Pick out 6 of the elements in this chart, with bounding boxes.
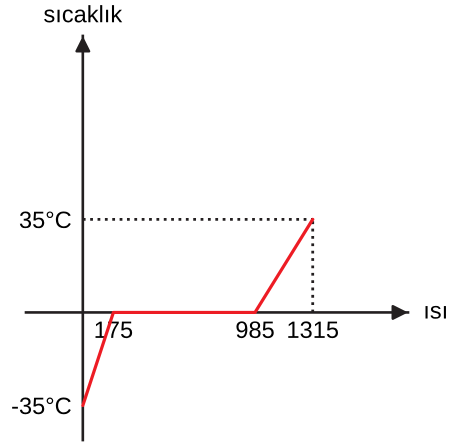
y-axis-title: sıcaklık [44, 5, 122, 22]
y-tick-label: -35°C [12, 398, 71, 414]
x-tick-label: 985 [236, 321, 274, 338]
x-axis-title: ısı [426, 306, 446, 319]
x-tick-label: 1315 [288, 321, 338, 338]
y-tick-label: 35°C [20, 211, 71, 228]
